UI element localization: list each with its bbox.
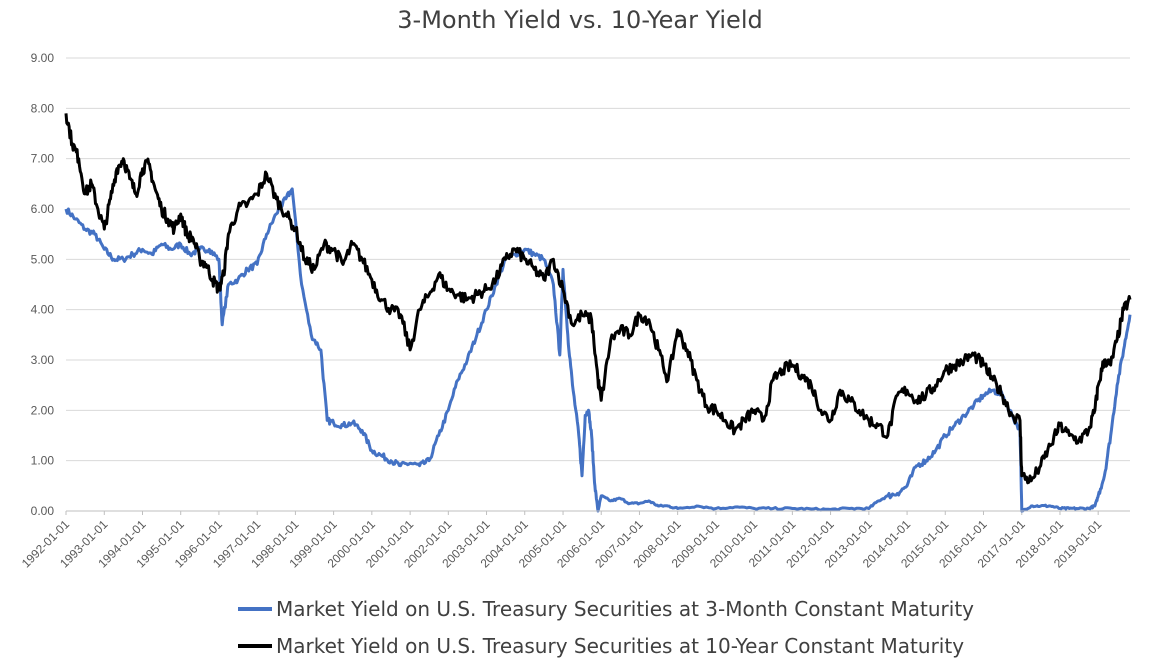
legend-swatch-3month	[238, 607, 272, 611]
y-tick-label-2: 2.00	[31, 403, 55, 417]
legend-swatch-10year	[238, 644, 272, 648]
legend-item-10year: Market Yield on U.S. Treasury Securities…	[238, 634, 964, 658]
y-tick-label-8: 8.00	[31, 101, 55, 115]
y-tick-label-0: 0.00	[31, 504, 55, 518]
y-tick-label-9: 9.00	[31, 51, 55, 65]
legend-label-3month: Market Yield on U.S. Treasury Securities…	[276, 597, 975, 621]
y-tick-label-7: 7.00	[31, 152, 55, 166]
legend-label-10year: Market Yield on U.S. Treasury Securities…	[276, 634, 965, 658]
y-tick-label-1: 1.00	[31, 454, 55, 468]
y-tick-label-4: 4.00	[31, 303, 55, 317]
y-tick-label-6: 6.00	[31, 202, 55, 216]
series-line-10year	[64, 113, 1132, 485]
y-tick-label-3: 3.00	[31, 353, 55, 367]
series-line-3month	[64, 187, 1132, 513]
chart-title: 3-Month Yield vs. 10-Year Yield	[397, 6, 763, 34]
legend-item-3month: Market Yield on U.S. Treasury Securities…	[238, 597, 974, 621]
y-tick-label-5: 5.00	[31, 252, 55, 266]
